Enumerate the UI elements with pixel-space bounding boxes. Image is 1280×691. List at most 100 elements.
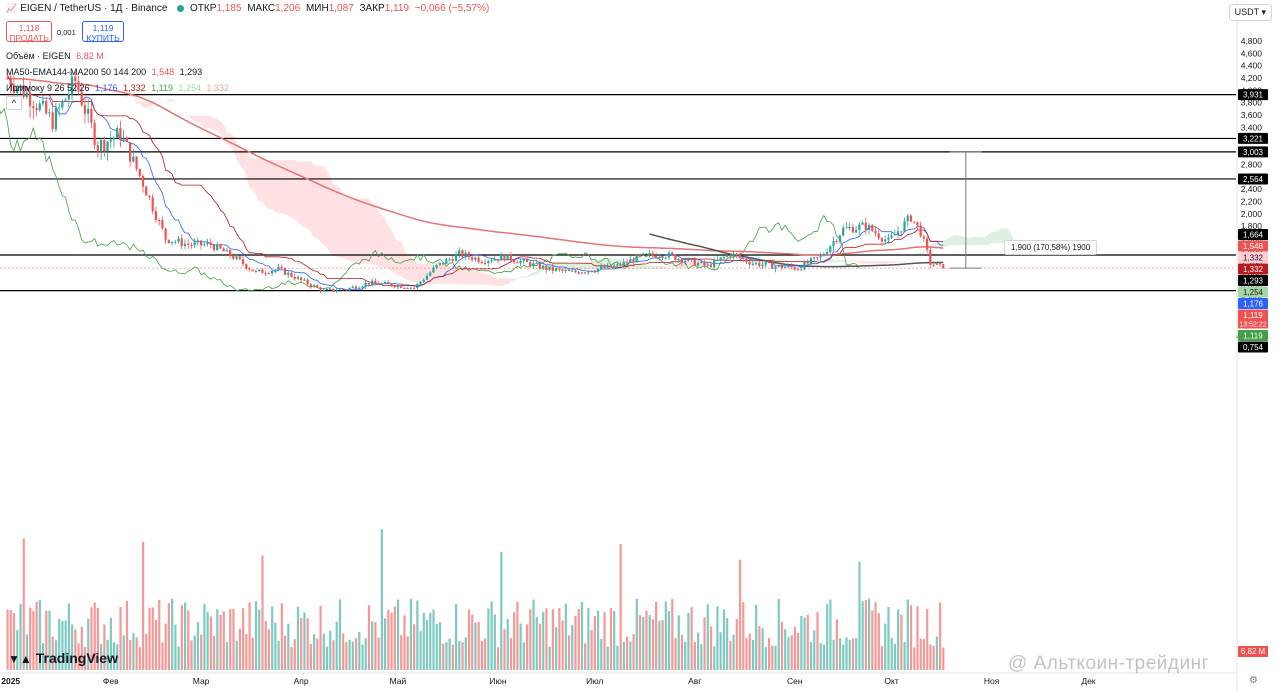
- volume-bar: [142, 541, 145, 670]
- candle-body: [880, 238, 884, 242]
- sell-button[interactable]: 1,118 ПРОДАТЬ: [6, 21, 52, 43]
- symbol-title: EIGEN / TetherUS · 1Д · Binance: [20, 3, 168, 14]
- cloud-segment: [920, 250, 924, 255]
- tradingview-logo[interactable]: ▼▲ TradingView: [8, 650, 118, 666]
- candle-body: [480, 262, 483, 264]
- candle: [325, 288, 329, 291]
- candle: [596, 268, 600, 274]
- candle-body: [335, 290, 338, 292]
- candle-body: [412, 287, 416, 289]
- volume-bar: [529, 609, 532, 670]
- candle-body: [67, 94, 70, 100]
- volume-bar: [290, 647, 293, 670]
- candle: [261, 268, 264, 274]
- cloud-segment: [956, 235, 960, 245]
- volume-badge-label: 6,82 M: [1241, 647, 1266, 656]
- candle-body: [464, 252, 467, 257]
- cloud-segment: [943, 238, 947, 248]
- candle: [216, 241, 219, 251]
- volume-bar: [38, 600, 41, 670]
- volume-legend[interactable]: Объём · EIGEN 6,82 M: [6, 51, 107, 61]
- ichimoku-legend-v3: 1,119: [151, 83, 173, 93]
- volume-bar: [164, 623, 167, 670]
- volume-bar: [871, 610, 874, 670]
- cloud-segment: [952, 235, 957, 245]
- candle: [761, 261, 764, 269]
- candle-body: [467, 252, 471, 258]
- candle-body: [341, 289, 345, 291]
- cloud-segment: [1004, 227, 1008, 244]
- settings-icon[interactable]: ⚙: [1249, 675, 1258, 686]
- candle-body: [387, 282, 390, 284]
- candle-body: [132, 156, 135, 162]
- candle: [848, 222, 851, 231]
- volume-bar: [861, 601, 864, 670]
- candle-body: [625, 261, 629, 263]
- ichimoku-legend[interactable]: Ишимоку 9 26 52 26 1,176 1,332 1,119 1,2…: [6, 83, 232, 93]
- volume-bar: [787, 637, 790, 670]
- candle-body: [216, 244, 219, 251]
- candle: [290, 271, 293, 278]
- candle: [838, 234, 842, 245]
- volume-bar: [329, 630, 332, 670]
- volume-bar: [425, 619, 429, 670]
- candle-body: [829, 246, 832, 253]
- cloud-segment: [188, 115, 192, 119]
- volume-bar: [448, 638, 451, 670]
- ma-legend[interactable]: MA50-EMA144-MA200 50 144 200 1,548 1,293: [6, 67, 205, 77]
- candle-body: [490, 260, 493, 262]
- volume-bar: [626, 636, 629, 670]
- candle-body: [419, 281, 422, 284]
- volume-bar: [400, 635, 403, 670]
- cloud-segment: [491, 274, 495, 286]
- volume-bar: [822, 644, 826, 670]
- candle-body: [354, 286, 358, 289]
- cloud-segment: [530, 272, 534, 276]
- currency-selector[interactable]: USDT ▾: [1228, 4, 1272, 21]
- cloud-segment: [262, 158, 266, 207]
- candle-body: [512, 260, 516, 263]
- candle-body: [635, 254, 638, 263]
- volume-bar: [54, 640, 58, 670]
- volume-bar: [174, 624, 177, 670]
- volume-bar: [664, 601, 667, 670]
- candle-body: [438, 262, 441, 265]
- buy-button[interactable]: 1,119 КУПИТЬ: [82, 21, 124, 43]
- candle: [316, 284, 319, 288]
- candle-body: [519, 260, 522, 264]
- candle: [48, 108, 51, 118]
- candle: [661, 256, 664, 261]
- price-badge-label: 3,003: [1243, 148, 1264, 157]
- volume-bar: [258, 609, 261, 670]
- cloud-segment: [504, 278, 508, 286]
- candle: [38, 100, 41, 113]
- x-tick-label: Окт: [884, 676, 898, 686]
- volume-bar: [432, 609, 435, 670]
- cloud-segment: [581, 263, 586, 271]
- candle-body: [264, 273, 267, 275]
- ohlc-close: 1,119: [384, 3, 410, 14]
- price-badge-label: 1,176: [1243, 299, 1264, 308]
- volume-bar: [429, 612, 432, 670]
- candle-body: [325, 289, 329, 291]
- candle: [745, 255, 748, 264]
- volume-bar: [12, 613, 16, 670]
- candle: [232, 253, 235, 261]
- candle-body: [58, 107, 61, 109]
- candle: [858, 221, 861, 236]
- candle-body: [54, 107, 57, 130]
- candle-body: [70, 76, 74, 95]
- candle: [771, 259, 774, 269]
- cloud-segment: [368, 198, 373, 265]
- candle: [351, 285, 354, 289]
- candle: [474, 256, 477, 263]
- volume-bar: [251, 637, 254, 670]
- volume-bar: [154, 619, 158, 670]
- candle: [625, 258, 629, 266]
- collapse-legend-button[interactable]: ^: [6, 96, 22, 110]
- volume-bar: [480, 640, 484, 670]
- volume-bar: [22, 538, 25, 670]
- x-tick-label: Май: [390, 676, 407, 686]
- cloud-segment: [478, 271, 482, 285]
